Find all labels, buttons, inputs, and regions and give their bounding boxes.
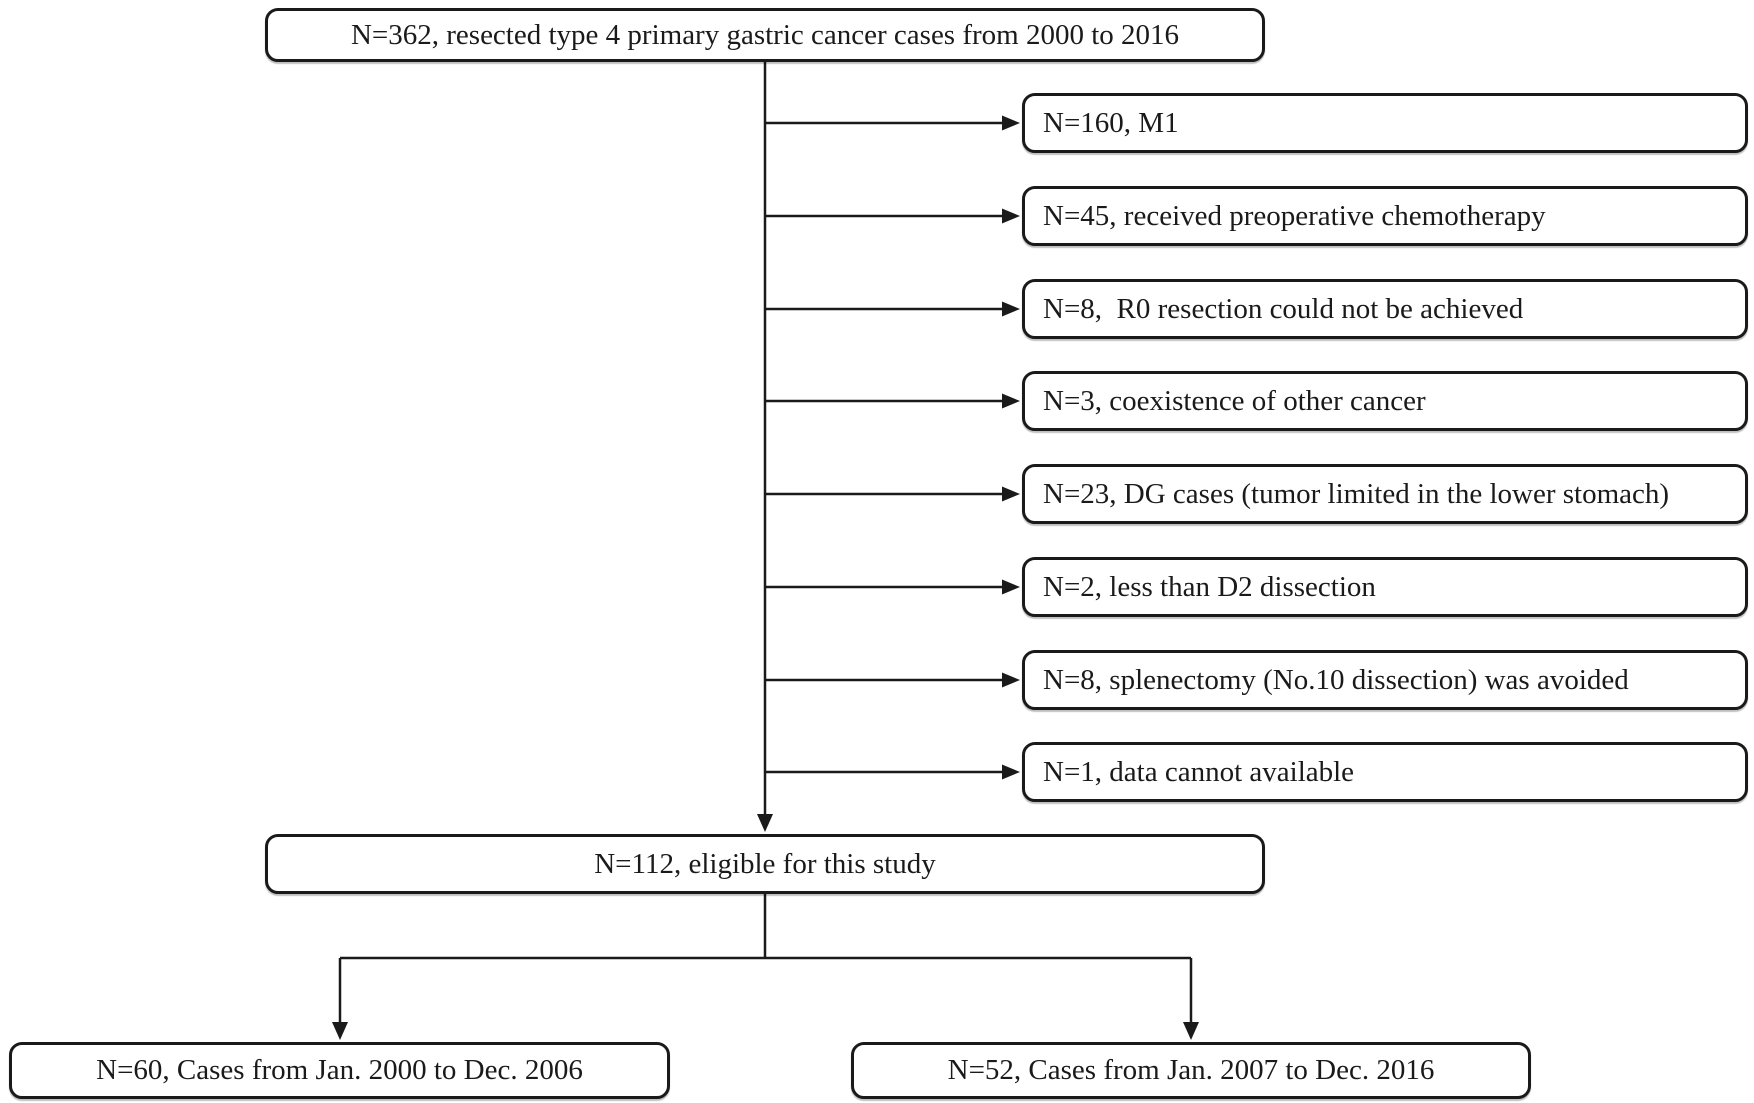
exclusion-label: N=1, data cannot available	[1043, 755, 1355, 788]
branch-arrowhead-7	[1002, 672, 1020, 688]
group-box-2007-2016: N=52, Cases from Jan. 2007 to Dec. 2016	[851, 1042, 1531, 1099]
branch-arrowhead-8	[1002, 764, 1020, 780]
split-left-arrowhead	[332, 1022, 348, 1040]
branch-arrowhead-5	[1002, 486, 1020, 502]
exclusion-box-splenectomy-avoided: N=8, splenectomy (No.10 dissection) was …	[1022, 650, 1748, 710]
exclusion-box-less-than-d2: N=2, less than D2 dissection	[1022, 557, 1748, 617]
group-label: N=60, Cases from Jan. 2000 to Dec. 2006	[96, 1054, 583, 1086]
exclusion-box-data-unavailable: N=1, data cannot available	[1022, 742, 1748, 802]
exclusion-label: N=2, less than D2 dissection	[1043, 570, 1376, 603]
exclusion-box-other-cancer: N=3, coexistence of other cancer	[1022, 371, 1748, 431]
eligible-label: N=112, eligible for this study	[594, 847, 936, 880]
branch-arrowhead-2	[1002, 208, 1020, 224]
group-label: N=52, Cases from Jan. 2007 to Dec. 2016	[947, 1054, 1435, 1086]
exclusion-label: N=45, received preoperative chemotherapy	[1043, 199, 1546, 232]
branch-arrowhead-6	[1002, 579, 1020, 595]
exclusion-box-dg-cases: N=23, DG cases (tumor limited in the low…	[1022, 464, 1748, 524]
trunk-arrowhead	[757, 814, 773, 832]
source-label: N=362, resected type 4 primary gastric c…	[350, 18, 1180, 51]
exclusion-label: N=23, DG cases (tumor limited in the low…	[1043, 477, 1670, 510]
group-box-2000-2006: N=60, Cases from Jan. 2000 to Dec. 2006	[9, 1042, 670, 1099]
branch-arrowhead-3	[1002, 301, 1020, 317]
eligible-box: N=112, eligible for this study	[265, 834, 1265, 894]
exclusion-label: N=3, coexistence of other cancer	[1043, 384, 1426, 417]
exclusion-box-m1: N=160, M1	[1022, 93, 1748, 153]
exclusion-label: N=160, M1	[1043, 106, 1179, 139]
branch-arrowhead-4	[1002, 393, 1020, 409]
exclusion-box-preop-chemo: N=45, received preoperative chemotherapy	[1022, 186, 1748, 246]
exclusion-box-r0-not-achieved: N=8, R0 resection could not be achieved	[1022, 279, 1748, 339]
branch-arrowhead-1	[1002, 115, 1020, 131]
exclusion-label: N=8, splenectomy (No.10 dissection) was …	[1043, 663, 1629, 696]
source-box: N=362, resected type 4 primary gastric c…	[265, 8, 1265, 62]
exclusion-label: N=8, R0 resection could not be achieved	[1043, 292, 1524, 325]
split-right-arrowhead	[1183, 1022, 1199, 1040]
